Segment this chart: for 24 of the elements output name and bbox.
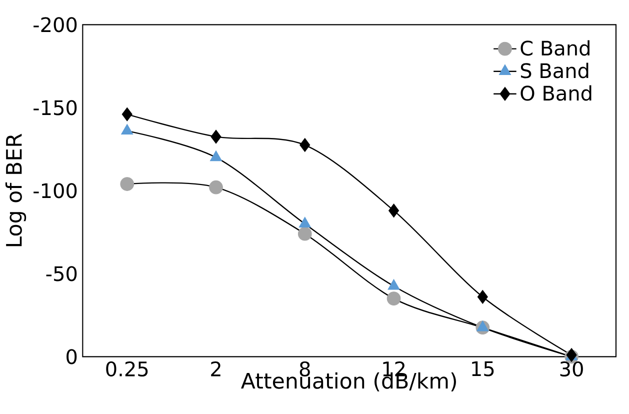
x-tick-label: 2	[211, 361, 220, 376]
x-tick-label: 15	[472, 361, 494, 376]
x-tick-label: 30	[560, 361, 583, 377]
point	[120, 177, 134, 191]
y-tick-label: -100	[34, 183, 77, 198]
y-tick-label: -50	[46, 266, 77, 282]
point	[388, 204, 400, 218]
point	[298, 226, 312, 241]
y-tick-label: -200	[34, 17, 77, 32]
point	[477, 290, 488, 304]
point	[210, 150, 222, 162]
y-tick-label: -150	[34, 100, 77, 116]
point	[209, 180, 223, 194]
y-axis-title: Log of BER	[5, 134, 26, 246]
point	[300, 138, 310, 152]
point	[121, 124, 134, 135]
point	[122, 107, 132, 122]
legend-label: S Band	[520, 62, 588, 78]
x-tick-label: 0.25	[106, 361, 148, 377]
legend-label: C Band	[520, 40, 590, 56]
point	[386, 292, 401, 306]
point	[210, 130, 222, 144]
legend-label: O Band	[520, 85, 592, 101]
y-tick-label: 0	[66, 349, 77, 364]
